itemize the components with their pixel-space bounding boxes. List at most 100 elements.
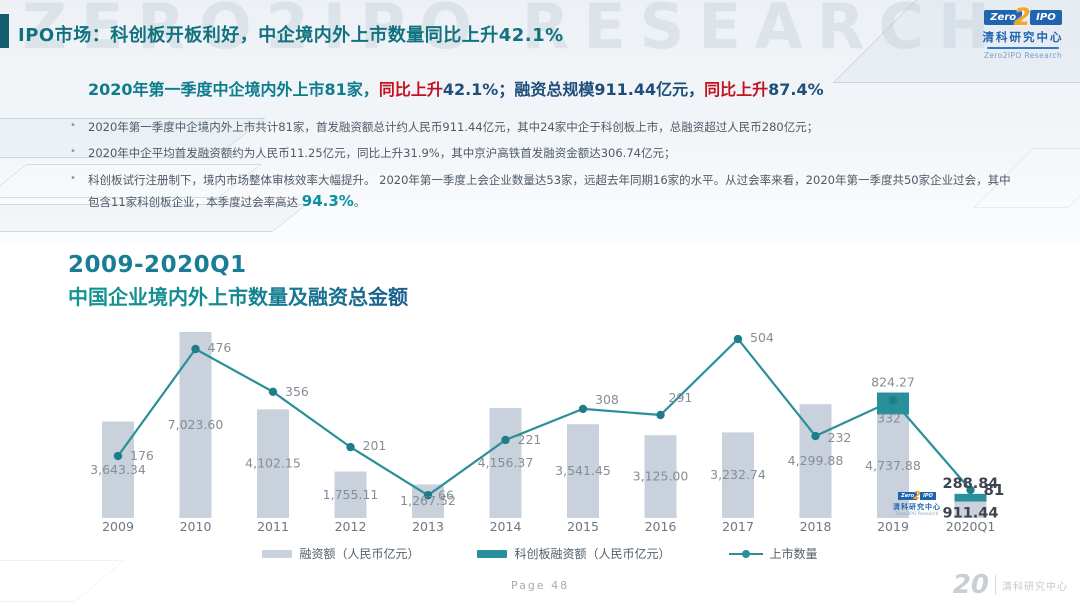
legend-label: 融资额（人民币亿元） (299, 547, 420, 561)
logo-ipo-box: IPO (920, 492, 936, 500)
logo-zero-box: Zero (984, 10, 1023, 25)
summary-segment: 87.4% (768, 80, 824, 99)
x-axis-label: 2011 (257, 519, 289, 534)
x-axis-label: 2020Q1 (946, 519, 996, 534)
star-board-bar-2020Q1 (954, 493, 987, 502)
bullet-marker: • (70, 172, 76, 184)
bullet-segment: 科创板试行注册制下，境内市场整体审核效率大幅提升。 2020年第一季度上会企业数… (88, 172, 1011, 210)
legend-swatch (728, 549, 763, 558)
count-label: 308 (595, 392, 619, 407)
x-axis-label: 2018 (800, 519, 832, 534)
funding-bar-2012 (334, 471, 367, 518)
labels-group: 3,643.34 2009 7,023.60 2010 4,102.15 2011 1,75… (90, 330, 1004, 534)
line-point-2011 (268, 387, 278, 397)
bullet-text: 2020年第一季度中企境内外上市共计81家，首发融资额总计约人民币911.44亿… (88, 118, 818, 136)
line-point-2009 (113, 451, 123, 461)
zero2ipo-badge: Zero IPO 2 (980, 3, 1066, 31)
bar-label: 3,125.00 (633, 469, 689, 484)
logo-ipo-box: IPO (1030, 10, 1062, 25)
count-label: 81 (984, 481, 1005, 499)
bar-label: 3,643.34 (90, 462, 146, 477)
zero2ipo-logo: Zero IPO 2 清科研究中心 Zero2IPO Research (980, 3, 1066, 60)
legend-label: 上市数量 (769, 547, 818, 561)
chart-legend: 融资额（人民币亿元） 科创板融资额（人民币亿元） 上市数量 (0, 545, 1080, 562)
bar-label: 4,156.37 (478, 455, 534, 470)
bar-label: 1,267.52 (400, 493, 456, 508)
bullet-text: 2020年中企平均首发融资额约为人民币11.25亿元，同比上升31.9%，其中京… (88, 144, 675, 162)
listings-line (117, 337, 972, 497)
line-point-2012 (346, 442, 355, 452)
line-point-2017 (733, 334, 743, 344)
list-item: • 2020年第一季度中企境内外上市共计81家，首发融资额总计约人民币911.44… (70, 118, 1020, 136)
funding-bar-2017 (722, 432, 754, 518)
chart-title-line2: 中国企业境内外上市数量及融资总金额 (68, 281, 408, 310)
bar-label: 1,755.11 (323, 487, 379, 502)
legend-line-dot (741, 549, 750, 558)
bullet-list: • 2020年第一季度中企境内外上市共计81家，首发融资额总计约人民币911.44… (70, 118, 1020, 221)
list-item: • 科创板试行注册制下，境内市场整体审核效率大幅提升。 2020年第一季度上会企业… (70, 171, 1020, 213)
line-point-2019 (888, 396, 898, 405)
footer-divider (995, 575, 996, 595)
bar-label: 3,232.74 (710, 467, 766, 482)
bullet-text: 科创板试行注册制下，境内市场整体审核效率大幅提升。 2020年第一季度上会企业数… (88, 171, 1020, 213)
summary-segment: 同比上升 (378, 80, 443, 99)
logo-underline (987, 47, 1059, 49)
brand-name-cn: 清科研究中心 (893, 503, 941, 511)
line-point-2020Q1 (966, 485, 975, 495)
line-point-2018 (811, 431, 820, 441)
x-axis-label: 2015 (567, 519, 599, 534)
in-chart-badge: Zero IPO 2 (891, 489, 943, 502)
combo-chart: 3,643.34 2009 7,023.60 2010 4,102.15 2011 1,75… (90, 330, 1004, 534)
count-label: 221 (518, 432, 542, 447)
x-axis-label: 2017 (722, 519, 754, 534)
bar-label: 4,102.15 (245, 456, 301, 471)
count-label: 476 (208, 340, 232, 355)
brand-name-en: Zero2IPO Research (895, 512, 939, 517)
brand-name-cn: 清科研究中心 (1002, 581, 1068, 593)
line-point-2010 (191, 344, 200, 354)
line-group (113, 334, 975, 500)
legend-item: 科创板融资额（人民币亿元） (477, 545, 671, 562)
bar-label: 7,023.60 (168, 417, 224, 432)
x-axis-label: 2009 (102, 519, 134, 534)
x-axis-label: 2012 (335, 519, 367, 534)
funding-bar-2011 (257, 409, 289, 518)
page-title: IPO市场：科创板开板利好，中企境内外上市数量同比上升42.1% (18, 25, 564, 46)
star-board-label: 288.84 (943, 476, 999, 492)
count-label: 504 (750, 330, 774, 345)
page-number: Page 48 (510, 579, 570, 592)
funding-bar-2013 (412, 484, 444, 518)
count-label: 66 (438, 487, 454, 502)
x-axis-label: 2013 (412, 519, 444, 534)
bullet-segment: 。 (353, 195, 366, 210)
background-watermark-text: ZERO2IPO RESEARCH (22, 0, 1004, 63)
bar-label: 4,299.88 (788, 453, 844, 468)
chart-title: 2009-2020Q1 中国企业境内外上市数量及融资总金额 (68, 252, 408, 310)
bar-label: 911.44 (943, 506, 999, 522)
logo-zero-box: Zero (898, 492, 918, 500)
brand-name-cn: 清科研究中心 (982, 30, 1064, 44)
summary-segment: 同比上升 (704, 80, 769, 99)
in-chart-zero2ipo-logo: Zero IPO 2 清科研究中心 Zero2IPO Research (891, 489, 943, 517)
count-label: 176 (130, 448, 154, 463)
x-axis-label: 2010 (180, 519, 212, 534)
funding-bar-2009 (102, 421, 134, 518)
line-point-2013 (423, 491, 433, 500)
count-label: 232 (828, 430, 852, 445)
logo-two-numeral: 2 (913, 489, 921, 502)
logo-two-numeral: 2 (1013, 3, 1031, 31)
list-item: • 2020年中企平均首发融资额约为人民币11.25亿元，同比上升31.9%，其中… (70, 144, 1020, 162)
brand-name-en: Zero2IPO Research (983, 51, 1063, 60)
chart-title-line1: 2009-2020Q1 (68, 252, 247, 278)
legend-swatch (262, 549, 293, 558)
footer-20-mark: 20 (952, 570, 989, 600)
funding-bar-2016 (644, 435, 677, 518)
legend-label: 科创板融资额（人民币亿元） (514, 547, 671, 561)
summary-line: 2020年第一季度中企境内外上市81家，同比上升42.1%；融资总规模911.4… (88, 76, 824, 100)
footer-brand-logo: 20 清科研究中心 (953, 570, 1068, 600)
x-axis-label: 2014 (490, 519, 522, 534)
summary-segment: 融资总规模911.44亿元， (514, 80, 705, 99)
bullet-marker: • (70, 120, 76, 131)
legend-swatch (477, 549, 508, 558)
